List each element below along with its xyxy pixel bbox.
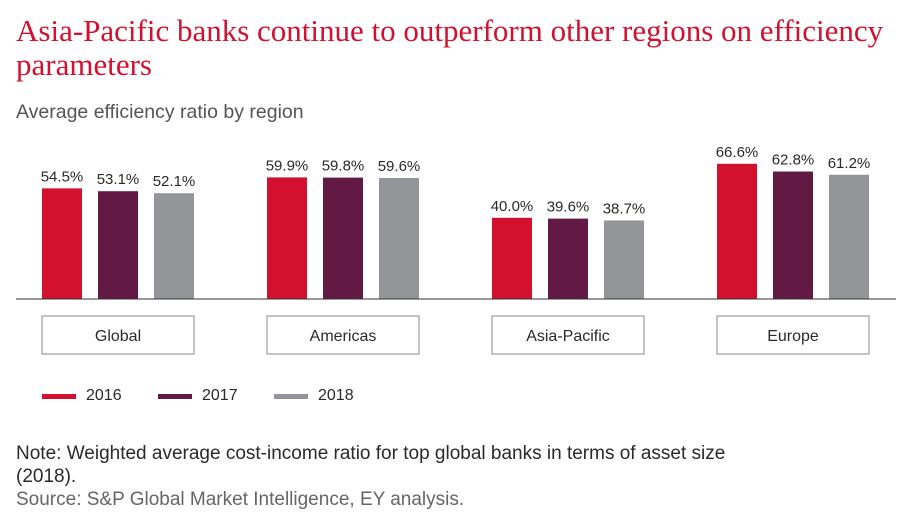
legend-label-2018: 2018 bbox=[318, 387, 354, 404]
data-label: 66.6% bbox=[716, 144, 759, 161]
bar-americas-2018 bbox=[379, 178, 419, 299]
data-label: 39.6% bbox=[547, 199, 590, 216]
bar-europe-2018 bbox=[829, 174, 869, 299]
data-label: 59.9% bbox=[266, 157, 309, 174]
chart-title: Asia-Pacific banks continue to outperfor… bbox=[16, 13, 884, 82]
data-label: 38.7% bbox=[603, 200, 646, 217]
legend-label-2016: 2016 bbox=[86, 387, 122, 404]
bar-americas-2017 bbox=[323, 177, 363, 299]
bar-global-2016 bbox=[42, 188, 82, 299]
bar-asia-pacific-2017 bbox=[548, 218, 588, 299]
legend-item-2016: 2016 bbox=[42, 387, 158, 405]
category-label: Americas bbox=[310, 328, 377, 345]
data-label: 52.1% bbox=[153, 173, 196, 190]
data-label: 40.0% bbox=[491, 198, 534, 215]
data-label: 61.2% bbox=[828, 155, 871, 172]
bar-global-2017 bbox=[98, 191, 138, 299]
data-label: 59.6% bbox=[378, 158, 421, 175]
legend-swatch-2016 bbox=[42, 393, 76, 399]
category-label: Europe bbox=[767, 328, 819, 345]
category-box bbox=[716, 315, 870, 355]
category-boxes: Global Americas Asia-Pacific Europe bbox=[41, 315, 870, 355]
bar-asia-pacific-2018 bbox=[604, 220, 644, 299]
chart-note: Note: Weighted average cost-income ratio… bbox=[16, 443, 726, 487]
data-label: 59.8% bbox=[322, 158, 365, 175]
legend-item-2018: 2018 bbox=[274, 387, 390, 405]
category-label: Global bbox=[95, 328, 141, 345]
legend: 2016 2017 2018 bbox=[42, 387, 390, 405]
category-label: Asia-Pacific bbox=[526, 328, 610, 345]
bar-europe-2016 bbox=[717, 163, 757, 299]
bars-group: 54.5% 53.1% 52.1% 59.9% 59.8% 59.6% 40.0% 39.6%… bbox=[41, 144, 871, 299]
bar-asia-pacific-2016 bbox=[492, 217, 532, 299]
data-label: 62.8% bbox=[772, 152, 815, 169]
legend-swatch-2018 bbox=[274, 393, 308, 399]
bar-chart: 54.5% 53.1% 52.1% 59.9% 59.8% 59.6% 40.0% 39.6%… bbox=[16, 144, 896, 355]
chart-subtitle: Average efficiency ratio by region bbox=[16, 101, 304, 123]
chart-source: Source: S&P Global Market Intelligence, … bbox=[16, 489, 465, 510]
bar-americas-2016 bbox=[267, 177, 307, 299]
bar-global-2018 bbox=[154, 193, 194, 299]
bar-europe-2017 bbox=[773, 171, 813, 299]
category-box bbox=[491, 315, 645, 355]
legend-swatch-2017 bbox=[158, 393, 192, 399]
data-label: 53.1% bbox=[97, 171, 140, 188]
category-box bbox=[266, 315, 420, 355]
data-label: 54.5% bbox=[41, 168, 84, 185]
category-box bbox=[41, 315, 195, 355]
legend-label-2017: 2017 bbox=[202, 387, 238, 404]
legend-item-2017: 2017 bbox=[158, 387, 274, 405]
